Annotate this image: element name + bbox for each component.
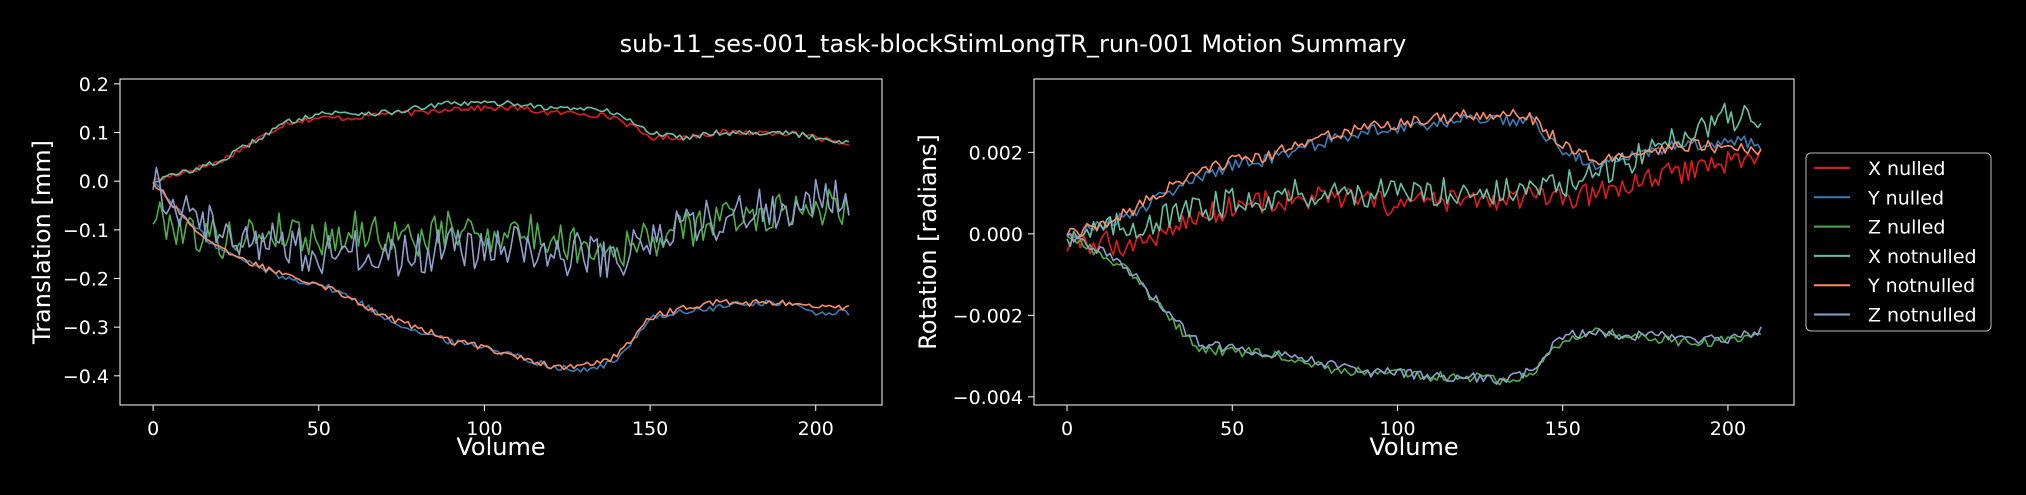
series-line-z-notnulled (1066, 232, 1762, 385)
y-tick-label: −0.2 (63, 268, 109, 290)
series-line-x-notnulled (1066, 102, 1762, 247)
x-tick-label: 200 (798, 418, 834, 440)
y-axis-label: Rotation [radians] (914, 134, 942, 350)
y-tick-label: −0.3 (63, 317, 109, 339)
y-tick-label: 0.2 (79, 74, 109, 96)
x-tick-label: 100 (466, 418, 502, 440)
series-line-y-nulled (152, 182, 850, 373)
series-line-z-nulled (152, 188, 850, 267)
x-tick-label: 100 (1379, 418, 1415, 440)
legend-entry: Z notnulled (1868, 305, 1977, 327)
y-tick-label: −0.4 (63, 366, 109, 388)
y-axis-label: Translation [mm] (28, 140, 56, 345)
series-line-x-nulled (152, 104, 850, 184)
x-tick-label: 200 (1710, 418, 1746, 440)
rotation-panel: 0 50 100 150 200 0.002 0.000 −0.002 −0.004 Volume… (914, 78, 1795, 461)
series-line-x-notnulled (152, 100, 850, 184)
y-tick-label: 0.1 (79, 123, 109, 145)
y-tick-label: −0.004 (953, 387, 1023, 409)
x-axis-label: Volume (1369, 433, 1458, 461)
legend-entry: X notnulled (1868, 246, 1977, 268)
series-line-z-nulled (1066, 235, 1762, 386)
legend: X nulled Y nulled Z nulled X notnulled Y not… (1805, 152, 1992, 332)
legend-entry: Z nulled (1868, 217, 1945, 239)
y-tick-label: 0.002 (969, 142, 1023, 164)
x-tick-label: 50 (307, 418, 331, 440)
x-axis-label: Volume (456, 433, 545, 461)
y-tick-label: −0.1 (63, 220, 109, 242)
series-line-z-notnulled (152, 166, 850, 278)
legend-entry: X nulled (1868, 158, 1945, 180)
x-tick-label: 150 (632, 418, 668, 440)
legend-entry: Y nulled (1867, 187, 1944, 209)
legend-entry: Y notnulled (1867, 275, 1975, 297)
legend-frame (1805, 152, 1992, 332)
series-line-y-notnulled (1066, 108, 1762, 238)
x-tick-label: 0 (1061, 418, 1073, 440)
x-tick-label: 50 (1220, 418, 1244, 440)
figure-title: sub-11_ses-001_task-blockStimLongTR_run-… (619, 30, 1407, 58)
x-tick-label: 0 (147, 418, 159, 440)
y-tick-label: −0.002 (953, 305, 1023, 327)
translation-axes-frame (119, 78, 883, 406)
series-line-x-nulled (1066, 148, 1762, 257)
rotation-axes-frame (1033, 78, 1795, 406)
series-line-y-notnulled (152, 182, 850, 371)
y-tick-label: 0.0 (79, 171, 109, 193)
x-tick-label: 150 (1545, 418, 1581, 440)
translation-panel: 0 50 100 150 200 0.2 0.1 0.0 −0.1 −0.2 −0.3 −0.4 Vol… (28, 74, 883, 461)
y-tick-label: 0.000 (969, 224, 1023, 246)
